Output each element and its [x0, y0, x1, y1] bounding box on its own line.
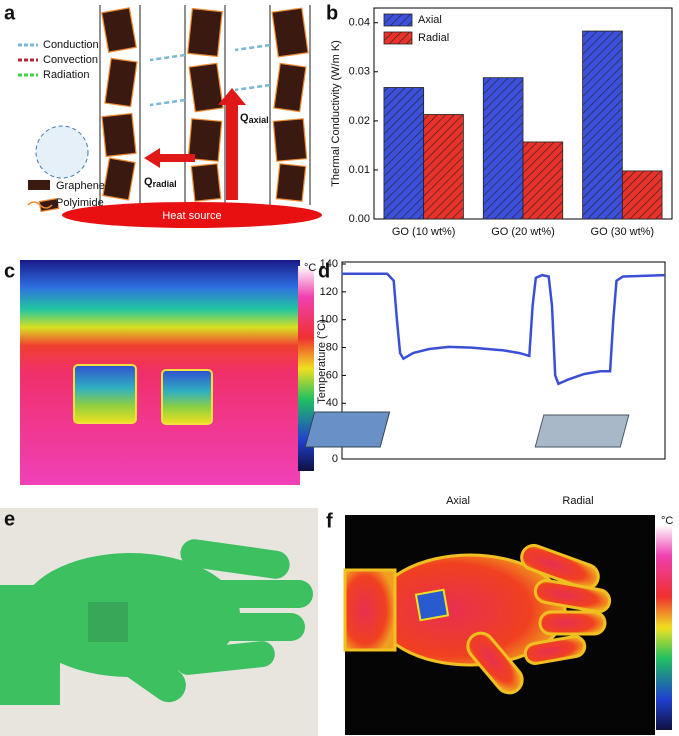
colorbar: [298, 266, 314, 471]
thermal-background: [20, 260, 300, 485]
colorbar: [656, 525, 672, 730]
y-tick-label: 120: [320, 286, 338, 298]
y-tick-label: 0.00: [349, 213, 370, 225]
legend-swatch: [383, 13, 413, 27]
glove: [0, 539, 313, 705]
bar: [482, 77, 524, 220]
q-radial: Qradial: [144, 176, 177, 189]
radial-arrow: [144, 148, 195, 168]
y-tick-label: 40: [326, 397, 338, 409]
y-tick-label: 60: [326, 369, 338, 381]
panel-label: a: [4, 2, 16, 24]
heat-source-label: Heat source: [162, 210, 221, 222]
bar: [582, 30, 623, 220]
y-axis-label: Temperature (°C): [316, 319, 328, 403]
axial-arrow: [218, 88, 246, 200]
bar: [383, 87, 425, 220]
y-tick-label: 100: [320, 314, 338, 326]
legend-swatch: [383, 31, 413, 45]
radial-inset: [534, 414, 630, 448]
y-axis-label: Thermal Conductivity (W/m K): [330, 40, 342, 187]
legend-label: Convection: [43, 54, 98, 66]
legend-label: Conduction: [43, 39, 99, 51]
y-tick-label: 140: [320, 258, 338, 270]
y-tick-label: 0.02: [349, 115, 370, 127]
line: [342, 272, 666, 386]
zoom-circle: [35, 125, 89, 179]
panel-label: b: [326, 2, 338, 24]
colorbar-unit: °C: [661, 515, 673, 527]
heat-source: [62, 202, 322, 228]
bar: [423, 114, 464, 220]
panel-label: d: [318, 260, 330, 282]
axial-inset: [304, 411, 391, 448]
thermal-image: °C: [20, 260, 316, 485]
diagram: Conduction Convection Radiation Graphene…: [18, 5, 322, 228]
y-tick-label: 80: [326, 341, 338, 353]
panel-label: c: [4, 260, 15, 282]
film-patch: [414, 588, 450, 622]
y-tick-label: 0: [332, 453, 338, 465]
panel-label: f: [326, 510, 333, 532]
legend-swatch: [28, 180, 50, 190]
colorbar-unit: °C: [304, 262, 316, 274]
x-tick-label: GO (20 wt%): [491, 226, 555, 238]
legend-label: Graphene: [56, 180, 105, 192]
y-tick-label: 0.04: [349, 17, 370, 29]
legend-swatch: [27, 201, 53, 209]
insets: [304, 411, 630, 448]
x-tick-label: GO (10 wt%): [392, 226, 456, 238]
film-patch: [88, 602, 128, 642]
annotation: Axial: [446, 495, 470, 507]
legend-label: Polyimide: [56, 197, 104, 209]
graphene-flakes: [38, 7, 309, 213]
panel-label: e: [4, 508, 15, 530]
glove-photo: [0, 508, 318, 736]
conduction-arrows: [149, 43, 271, 107]
radial-sample: [161, 369, 213, 425]
legend-label: Radial: [418, 32, 449, 44]
x-tick-label: GO (30 wt%): [591, 226, 655, 238]
legend-label: Radiation: [43, 69, 89, 81]
axial-sample: [73, 364, 137, 424]
bar: [522, 141, 564, 220]
y-tick-label: 0.03: [349, 66, 370, 78]
hand-thermal: °C: [343, 515, 673, 735]
y-tick-label: 0.01: [349, 164, 370, 176]
legend-label: Axial: [418, 14, 442, 26]
bar: [621, 170, 663, 220]
plot-frame: [341, 261, 666, 460]
q-axial: Qaxial: [240, 112, 269, 125]
hand: [343, 543, 612, 695]
annotation: Radial: [562, 495, 593, 507]
